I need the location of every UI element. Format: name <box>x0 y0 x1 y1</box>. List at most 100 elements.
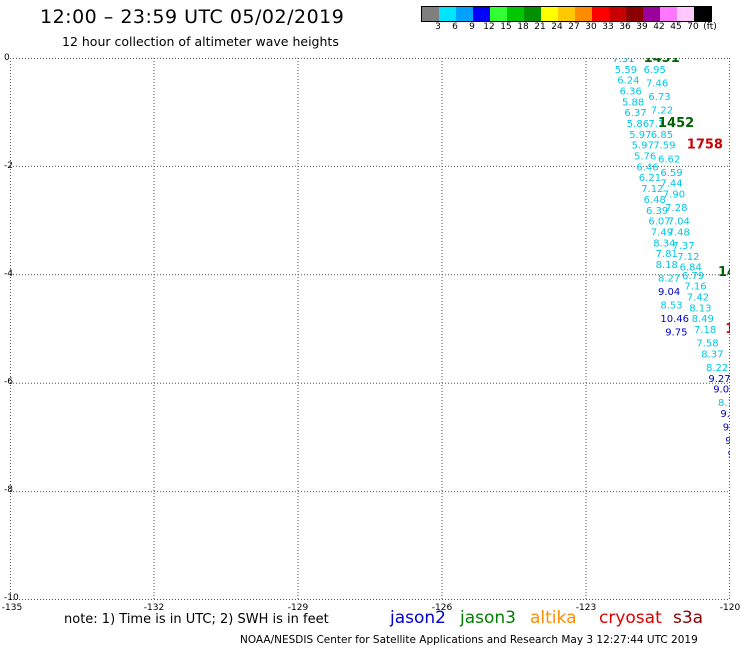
wave-height-value: 9.1 <box>725 436 730 447</box>
lat-tick-2: -4 <box>4 269 13 279</box>
pass-time-label: 1451 <box>644 58 680 66</box>
lon-tick-0: -135 <box>1 603 23 613</box>
wave-height-value: 9.1 <box>720 409 730 420</box>
color-scale-label: 45 <box>670 22 682 32</box>
wave-height-value: 9.04 <box>658 287 680 298</box>
lat-tick-1: -2 <box>4 161 13 171</box>
wave-height-value: 7.04 <box>668 217 690 228</box>
legend-altika: altika <box>530 608 577 628</box>
wave-height-value: 6.62 <box>658 154 680 165</box>
color-swatch <box>541 7 558 21</box>
wave-height-value: 6.24 <box>617 76 639 87</box>
color-scale-label: 30 <box>585 22 597 32</box>
color-scale-label: 15 <box>500 22 512 32</box>
wave-height-value: 6.59 <box>660 168 682 179</box>
color-scale-label: 6 <box>452 22 458 32</box>
legend-jason3: jason3 <box>460 608 516 628</box>
wave-height-value: 7.28 <box>665 203 687 214</box>
wave-height-value: 6.21 <box>639 173 661 184</box>
color-swatch <box>490 7 507 21</box>
lon-tick-3: -126 <box>431 603 453 613</box>
pass-time-label: 1452 <box>658 116 694 131</box>
wave-height-value: 9 <box>728 450 730 461</box>
wave-height-value: 7.46 <box>646 78 668 89</box>
color-scale-label: 70 <box>687 22 699 32</box>
wave-height-value: 6.48 <box>644 195 666 206</box>
color-scale-label: 9 <box>469 22 475 32</box>
wave-height-value: 6.79 <box>682 271 704 282</box>
wave-height-value: 10.46 <box>660 314 689 325</box>
color-scale-label: (ft) <box>703 22 717 32</box>
wave-height-value: 5.86 <box>627 119 649 130</box>
color-scale-label: 33 <box>602 22 614 32</box>
wave-height-value: 8.22 <box>706 363 728 374</box>
color-scale-label: 12 <box>483 22 495 32</box>
color-swatch <box>609 7 626 21</box>
color-scale-label: 36 <box>619 22 631 32</box>
wave-height-value: 7.12 <box>641 184 663 195</box>
page-subtitle: 12 hour collection of altimeter wave hei… <box>62 34 339 49</box>
wave-height-value: 5.76 <box>634 152 656 163</box>
wave-height-value: 8.53 <box>660 301 682 312</box>
color-scale-label: 18 <box>517 22 529 32</box>
wave-height-value: 8.34 <box>653 238 675 249</box>
wave-height-value: 5.88 <box>622 97 644 108</box>
wave-height-value: 7.58 <box>696 339 718 350</box>
color-scale-label: 42 <box>653 22 665 32</box>
color-swatch <box>558 7 575 21</box>
color-swatch <box>694 7 711 21</box>
color-swatch <box>439 7 456 21</box>
lon-tick-4: -123 <box>575 603 597 613</box>
wave-height-value: 7.42 <box>687 292 709 303</box>
color-scale-label: 24 <box>551 22 563 32</box>
color-swatch <box>524 7 541 21</box>
lat-tick-5: -10 <box>4 593 19 603</box>
lon-tick-1: -132 <box>143 603 165 613</box>
pass-time-label: 145 <box>718 265 730 280</box>
wave-height-value: 5.97 <box>632 141 654 152</box>
wave-height-value: 7.22 <box>651 105 673 116</box>
wave-height-value: 6.07 <box>648 217 670 228</box>
lon-tick-5: -120 <box>719 603 740 613</box>
color-scale-label: 39 <box>636 22 648 32</box>
wave-height-value: 7.44 <box>660 179 682 190</box>
wave-height-value: 8.13 <box>689 303 711 314</box>
units-note: note: 1) Time is in UTC; 2) SWH is in fe… <box>64 612 329 627</box>
wave-height-value: 8.18 <box>656 260 678 271</box>
wave-height-value: 6.85 <box>651 130 673 141</box>
legend-cryosat: cryosat <box>599 608 662 628</box>
wave-height-value: 7.12 <box>677 252 699 263</box>
wave-height-value: 8.27 <box>658 274 680 285</box>
lon-tick-2: -129 <box>287 603 309 613</box>
color-swatch <box>643 7 660 21</box>
wave-height-map: 7.315.596.246.365.886.375.865.975.975.76… <box>10 58 730 600</box>
wave-height-value: 7.48 <box>668 227 690 238</box>
wave-height-value: 6.39 <box>646 206 668 217</box>
wave-height-value: 7.1 <box>648 119 664 130</box>
wave-height-value: 8.49 <box>692 314 714 325</box>
footer-credit: NOAA/NESDIS Center for Satellite Applica… <box>240 634 698 646</box>
wave-height-value: 7.59 <box>653 141 675 152</box>
lat-tick-3: -6 <box>4 377 13 387</box>
wave-height-value: 5.59 <box>615 65 637 76</box>
legend-jason2: jason2 <box>390 608 446 628</box>
color-swatch <box>473 7 490 21</box>
color-swatch <box>677 7 694 21</box>
color-scale-label: 21 <box>534 22 546 32</box>
color-swatch <box>422 7 439 21</box>
wave-height-value: 7.16 <box>684 282 706 293</box>
wave-height-value: 8.14 <box>718 398 730 409</box>
pass-time-label: 1758 <box>687 138 723 153</box>
wave-height-value: 7.49 <box>651 227 673 238</box>
color-swatch <box>456 7 473 21</box>
lat-tick-0: 0 <box>4 53 10 63</box>
color-scale-label: 3 <box>435 22 441 32</box>
wave-height-value: 7.31 <box>612 58 634 65</box>
lat-tick-4: -8 <box>4 485 13 495</box>
wave-height-value: 9.5 <box>723 423 730 434</box>
wave-height-value: 6.73 <box>648 92 670 103</box>
color-swatch <box>660 7 677 21</box>
wave-height-value: 9.02 <box>713 385 730 396</box>
legend-s3a: s3a <box>673 608 704 628</box>
color-swatch <box>507 7 524 21</box>
